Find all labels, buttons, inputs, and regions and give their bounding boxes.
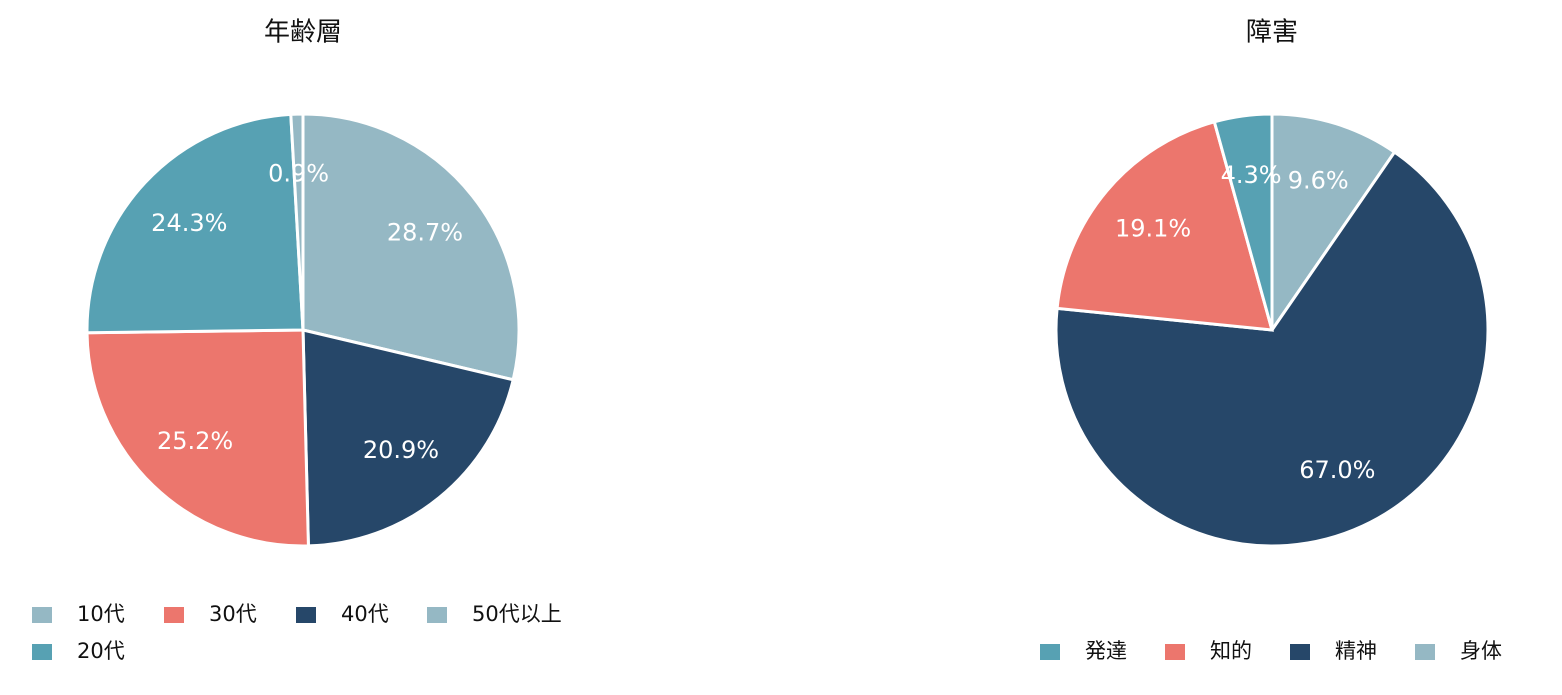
- data-label: 4.3%: [1221, 161, 1282, 189]
- legend-label: 10代: [77, 602, 125, 626]
- data-label: 0.9%: [268, 160, 329, 188]
- data-label: 19.1%: [1115, 215, 1191, 243]
- legend-swatch: [427, 607, 447, 623]
- legend-swatch: [1415, 644, 1435, 660]
- chart-title: 障害: [1246, 18, 1298, 48]
- legend-label: 50代以上: [472, 602, 562, 626]
- legend-label: 20代: [77, 639, 125, 663]
- pie-slice: [1054, 150, 1490, 548]
- legend-label: 発達: [1085, 639, 1127, 663]
- legend-swatch: [164, 607, 184, 623]
- chart-title: 年齢層: [264, 18, 342, 48]
- data-label: 9.6%: [1288, 166, 1349, 194]
- legend-label: 40代: [341, 602, 389, 626]
- data-label: 20.9%: [363, 436, 439, 464]
- data-label: 67.0%: [1299, 456, 1375, 484]
- data-label: 25.2%: [157, 427, 233, 455]
- pie-slice: [85, 328, 310, 548]
- legend-swatch: [296, 607, 316, 623]
- legend-label: 知的: [1210, 639, 1252, 663]
- pie-slice: [301, 112, 521, 382]
- legend-label: 30代: [209, 602, 257, 626]
- data-label: 24.3%: [151, 209, 227, 237]
- legend-label: 精神: [1335, 639, 1377, 663]
- legend-swatch: [32, 607, 52, 623]
- pie-slice: [1212, 112, 1274, 331]
- pie-slice: [85, 112, 305, 335]
- legend-swatch: [1165, 644, 1185, 660]
- legend-swatch: [1040, 644, 1060, 660]
- legend-swatch: [1290, 644, 1310, 660]
- pie-slice: [289, 112, 305, 331]
- pie-slice: [301, 328, 515, 548]
- pie-slice: [1055, 119, 1275, 332]
- pie-slice: [1270, 112, 1397, 335]
- legend-label: 身体: [1460, 639, 1502, 663]
- legend-swatch: [32, 644, 52, 660]
- data-label: 28.7%: [387, 219, 463, 247]
